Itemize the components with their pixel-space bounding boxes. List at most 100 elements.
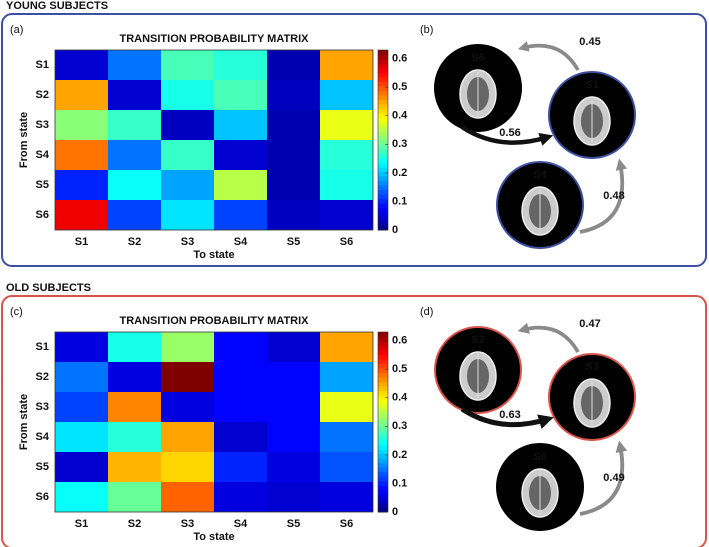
colorbar-tick-label: 0.6 — [392, 52, 407, 64]
y-tick-label: S4 — [36, 149, 50, 161]
transition-arrow — [460, 125, 554, 146]
colorbar-step — [378, 203, 388, 208]
colorbar-step — [378, 54, 388, 60]
colorbar-step — [378, 404, 388, 409]
heatmap-cell — [55, 200, 108, 230]
heatmap-cell — [214, 422, 267, 452]
heatmap-cell — [108, 200, 161, 230]
state-label: S4 — [533, 169, 547, 181]
heatmap-cell — [214, 332, 267, 362]
heatmap-cell — [55, 50, 108, 80]
heatmap-cell — [320, 50, 373, 80]
colorbar-step — [378, 140, 388, 145]
transition-probability: 0.47 — [579, 318, 600, 330]
colorbar-step — [378, 90, 388, 96]
heatmap-cell — [108, 170, 161, 200]
panel-label: (d) — [420, 306, 433, 318]
colorbar-step — [378, 485, 388, 490]
colorbar-step — [378, 135, 388, 141]
chart-title: TRANSITION PROBABILITY MATRIX — [119, 315, 309, 327]
heatmap-cell — [267, 200, 320, 230]
x-tick-label: S3 — [181, 236, 194, 248]
heatmap-cell — [55, 482, 108, 512]
colorbar-step — [378, 68, 388, 73]
colorbar-step — [378, 498, 388, 504]
y-tick-label: S5 — [36, 461, 49, 473]
heatmap-cell — [108, 392, 161, 422]
colorbar-tick-label: 0.2 — [392, 449, 407, 461]
heatmap-cell — [108, 452, 161, 482]
colorbar-step — [378, 225, 388, 231]
heatmap-cell — [55, 392, 108, 422]
y-tick-label: S2 — [36, 371, 49, 383]
colorbar-step — [378, 422, 388, 427]
heatmap-cell — [214, 80, 267, 110]
colorbar-step — [378, 77, 388, 82]
x-tick-label: S6 — [340, 236, 353, 248]
colorbar-tick-label: 0 — [392, 224, 398, 236]
heatmap-cell — [161, 482, 214, 512]
colorbar-step — [378, 386, 388, 391]
heatmap-cell — [161, 362, 214, 392]
state-label: S6 — [471, 52, 484, 64]
colorbar-step — [378, 453, 388, 459]
colorbar-step — [378, 336, 388, 342]
colorbar-step — [378, 494, 388, 499]
colorbar-step — [378, 350, 388, 355]
colorbar-step — [378, 341, 388, 346]
group-title: OLD SUBJECTS — [6, 282, 91, 294]
colorbar-step — [378, 216, 388, 222]
heatmap-cell — [55, 80, 108, 110]
x-tick-label: S6 — [340, 518, 353, 530]
colorbar-step — [378, 207, 388, 213]
colorbar-step — [378, 480, 388, 486]
colorbar-step — [378, 221, 388, 226]
heatmap-cell — [108, 140, 161, 170]
colorbar-step — [378, 467, 388, 472]
transition-probability: 0.45 — [579, 36, 600, 48]
colorbar-step — [378, 176, 388, 181]
colorbar-step — [378, 345, 388, 351]
colorbar-step — [378, 399, 388, 405]
colorbar-step — [378, 458, 388, 463]
panel-label: (b) — [420, 24, 433, 36]
colorbar-step — [378, 503, 388, 508]
heatmap-cell — [320, 110, 373, 140]
heatmap-cell — [320, 452, 373, 482]
x-tick-label: S1 — [75, 518, 88, 530]
transition-arrow — [460, 406, 554, 429]
heatmap-cell — [214, 110, 267, 140]
colorbar-step — [378, 144, 388, 150]
y-tick-label: S3 — [36, 119, 49, 131]
heatmap-cell — [55, 332, 108, 362]
x-tick-label: S2 — [128, 236, 141, 248]
heatmap-cell — [108, 80, 161, 110]
colorbar-step — [378, 435, 388, 441]
heatmap-cell — [108, 482, 161, 512]
colorbar-step — [378, 180, 388, 186]
x-tick-label: S1 — [75, 236, 88, 248]
colorbar-step — [378, 354, 388, 360]
heatmap-cell — [267, 332, 320, 362]
heatmap-cell — [267, 482, 320, 512]
colorbar-step — [378, 153, 388, 159]
colorbar-step — [378, 426, 388, 432]
colorbar-step — [378, 440, 388, 445]
heatmap-cell — [320, 170, 373, 200]
x-tick-label: S5 — [287, 236, 300, 248]
colorbar-tick-label: 0.1 — [392, 477, 407, 489]
colorbar-step — [378, 158, 388, 163]
heatmap-cell — [320, 392, 373, 422]
colorbar-step — [378, 50, 388, 55]
heatmap-cell — [108, 332, 161, 362]
heatmap-cell — [55, 140, 108, 170]
colorbar-tick-label: 0.4 — [392, 392, 408, 404]
y-tick-label: S1 — [36, 59, 49, 71]
colorbar-step — [378, 444, 388, 450]
heatmap-cell — [55, 422, 108, 452]
state-label: S2 — [471, 334, 484, 346]
colorbar-step — [378, 390, 388, 396]
transition-probability: 0.56 — [499, 127, 520, 139]
colorbar-step — [378, 59, 388, 64]
colorbar-step — [378, 363, 388, 369]
